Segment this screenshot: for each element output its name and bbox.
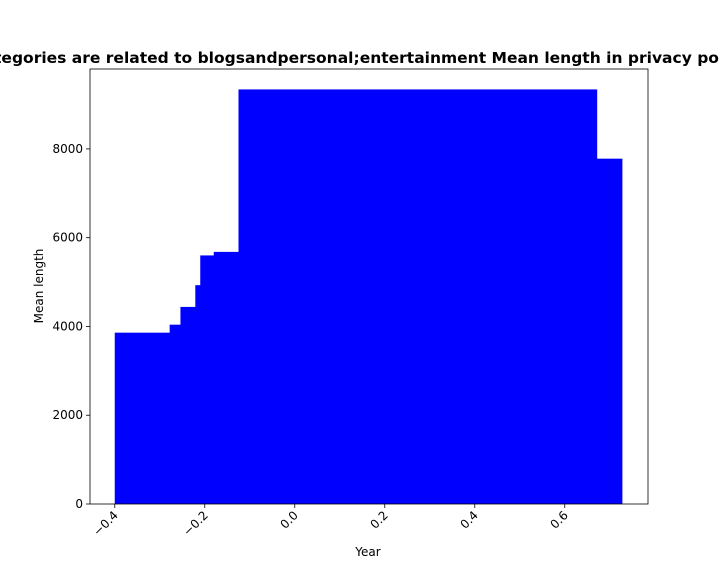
plot-frame [89, 68, 649, 505]
x-tick-label: 0.0 [277, 508, 300, 531]
x-axis: −0.4 −0.2 0.0 0.2 0.4 0.6 [90, 504, 571, 539]
x-tick-label: 0.2 [367, 508, 390, 531]
x-tick-label: −0.2 [180, 508, 211, 539]
bar-6 [238, 89, 598, 504]
bar-1 [169, 324, 181, 504]
bar-0 [114, 332, 171, 504]
x-tick-label: 0.6 [547, 508, 570, 531]
bar-4 [200, 255, 215, 504]
bar-5 [213, 251, 239, 504]
y-tick-label: 4000 [52, 319, 83, 333]
y-tick-label: 8000 [52, 142, 83, 156]
x-axis-title: Year [354, 545, 380, 559]
bar-7 [596, 158, 623, 504]
x-tick-label: 0.4 [457, 508, 480, 531]
x-tick-label: −0.4 [90, 508, 121, 539]
bars [114, 89, 623, 504]
chart-title: Categories are related to blogsandperson… [0, 49, 720, 67]
y-tick-label: 6000 [52, 231, 83, 245]
y-tick-label: 0 [75, 497, 83, 511]
y-axis-title: Mean length [32, 249, 46, 324]
y-tick-label: 2000 [52, 408, 83, 422]
y-axis: 0 2000 4000 6000 8000 [52, 142, 90, 511]
bar-3 [195, 285, 201, 504]
bar-2 [180, 306, 196, 504]
